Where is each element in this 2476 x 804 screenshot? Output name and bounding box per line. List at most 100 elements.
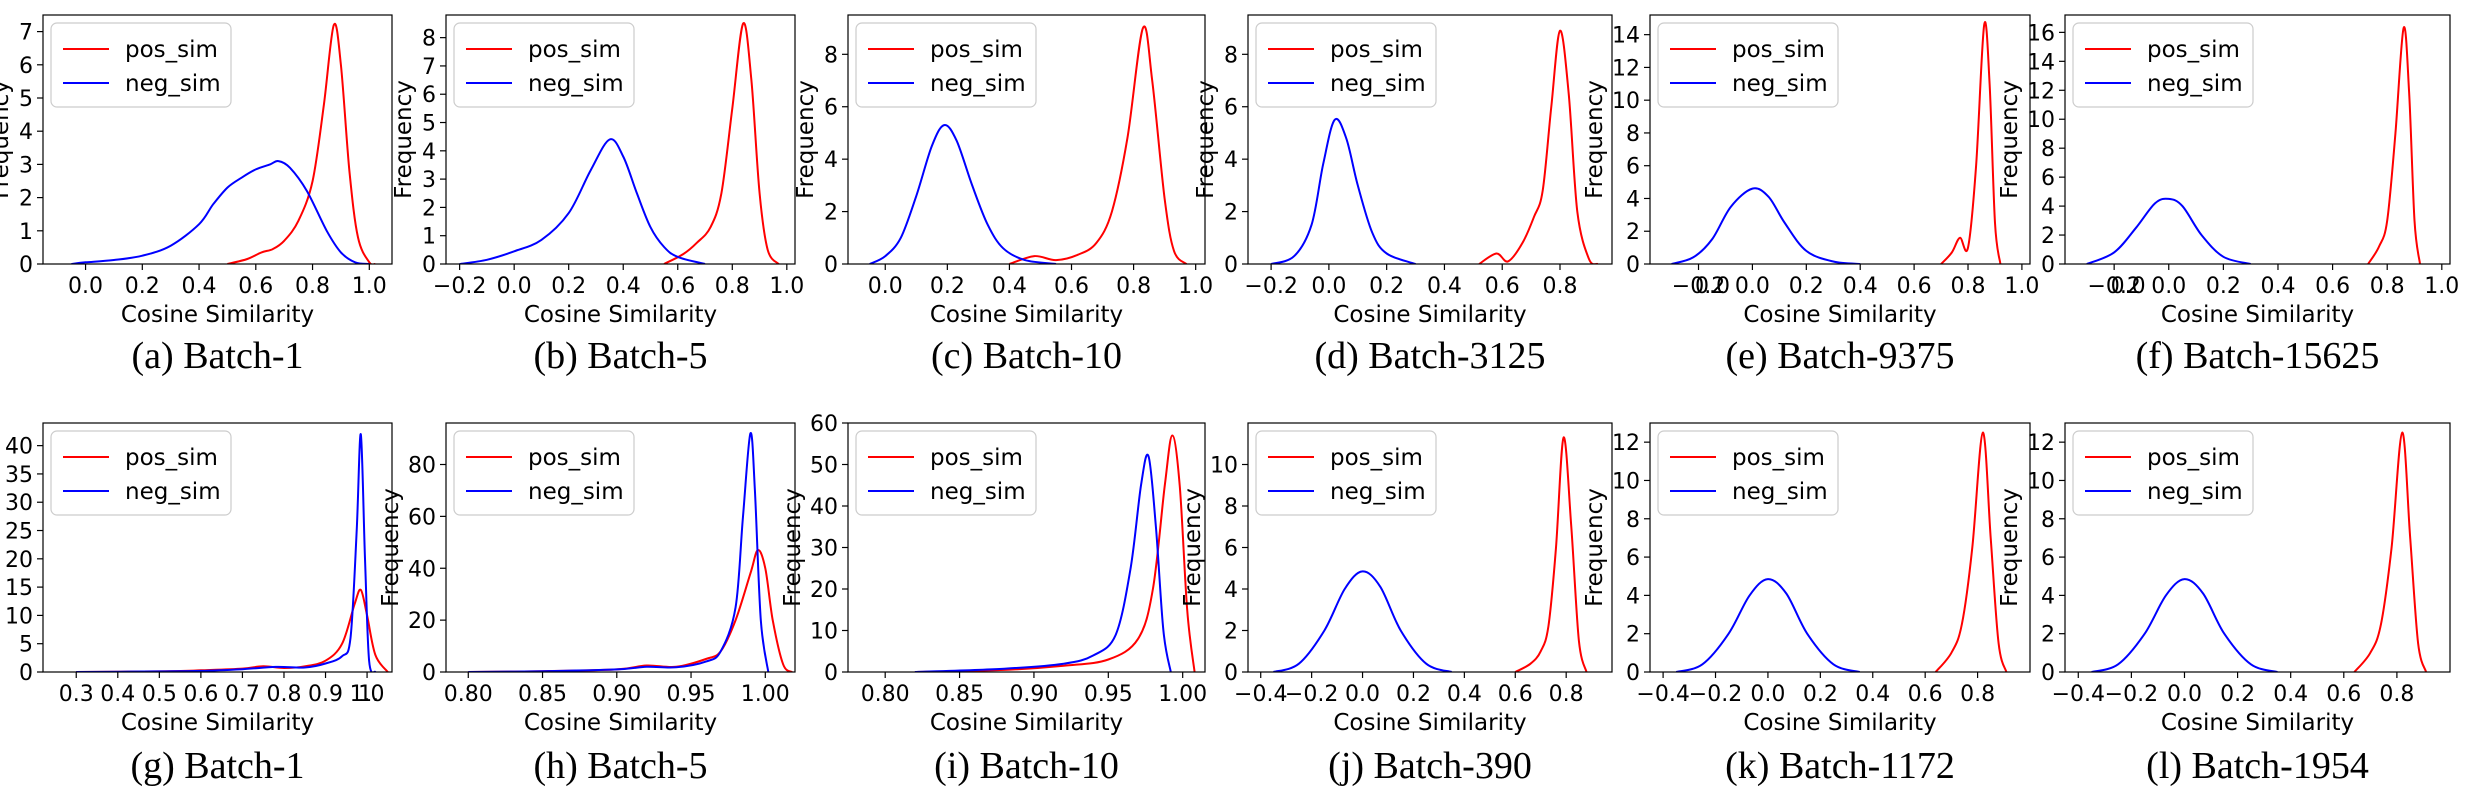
y-tick-label: 6 bbox=[1626, 155, 1640, 180]
legend: pos_sim neg_sim bbox=[50, 22, 232, 108]
y-tick-label: 8 bbox=[2041, 137, 2055, 162]
chart-panel: −0.2 0.0 0.2 0.4 0.6 0.8 1.00.00246810121416Co… bbox=[1997, 14, 2459, 377]
series-line-pos_sim bbox=[1514, 436, 1588, 672]
y-axis-label: Frequency bbox=[391, 80, 417, 199]
legend-label-neg_sim: neg_sim bbox=[930, 71, 1026, 97]
x-tick-label: 0.85 bbox=[518, 682, 567, 707]
panel-caption: (g) Batch-1 bbox=[130, 745, 304, 787]
x-tick-label: 0.7 bbox=[225, 682, 260, 707]
legend: pos_sim neg_sim bbox=[1657, 22, 1839, 108]
y-tick-label: 0 bbox=[1626, 661, 1640, 686]
x-tick-label: 0.0 bbox=[868, 274, 903, 299]
axes-frame bbox=[42, 14, 393, 265]
legend: pos_sim neg_sim bbox=[453, 22, 635, 108]
y-tick-label: 2 bbox=[2041, 224, 2055, 249]
x-tick-label: 0.8 bbox=[2379, 682, 2414, 707]
series-line-pos_sim bbox=[914, 434, 1196, 672]
x-tick-label: 0.4 bbox=[1427, 274, 1462, 299]
x-tick-label: 0.8 bbox=[1960, 682, 1995, 707]
legend-label-neg_sim: neg_sim bbox=[125, 71, 221, 97]
x-tick-label: 0.0 bbox=[2151, 274, 2186, 299]
x-tick-label: 0.2 bbox=[1369, 274, 1404, 299]
panel-caption: (b) Batch-5 bbox=[533, 335, 707, 377]
x-axis-label: Cosine Similarity bbox=[1743, 302, 1936, 328]
y-tick-label: 4 bbox=[1224, 148, 1238, 173]
y-tick-label: 4 bbox=[1626, 187, 1640, 212]
legend-label-pos_sim: pos_sim bbox=[930, 445, 1023, 471]
y-tick-label: 2 bbox=[1626, 623, 1640, 648]
x-tick-label: 1.0 bbox=[769, 274, 804, 299]
x-axis-label: Cosine Similarity bbox=[121, 302, 314, 328]
y-tick-label: 10 bbox=[1612, 89, 1640, 114]
x-tick-label: 0.8 bbox=[1951, 274, 1986, 299]
y-axis-label: Frequency bbox=[1582, 80, 1608, 199]
x-tick-label: 0.4 bbox=[2273, 682, 2308, 707]
y-tick-label: 5 bbox=[19, 633, 33, 658]
y-axis-label: Frequency bbox=[793, 80, 819, 199]
y-axis-label: Frequency bbox=[0, 488, 1, 607]
x-tick-label: 0.90 bbox=[592, 682, 641, 707]
x-tick-label: −0.4 bbox=[2052, 682, 2105, 707]
x-tick-label: −0.2 bbox=[1689, 682, 1742, 707]
series-line-neg_sim bbox=[869, 124, 1057, 264]
legend-label-neg_sim: neg_sim bbox=[1732, 479, 1828, 505]
y-tick-label: 4 bbox=[2041, 195, 2055, 220]
axes-frame bbox=[1649, 422, 2031, 673]
x-tick-label: −0.2 bbox=[433, 274, 486, 299]
y-tick-label: 0 bbox=[422, 253, 436, 278]
x-tick-label: 0.80 bbox=[861, 682, 910, 707]
axes-frame bbox=[1649, 14, 2031, 265]
series-line-pos_sim bbox=[1009, 25, 1188, 264]
series-line-neg_sim bbox=[2091, 578, 2278, 672]
x-tick-label-overlap: 0.0 bbox=[2111, 274, 2146, 299]
series-line-neg_sim bbox=[459, 138, 706, 264]
x-tick-label: 0.0 bbox=[2167, 682, 2202, 707]
axes-frame bbox=[445, 422, 796, 673]
y-tick-label: 25 bbox=[5, 520, 33, 545]
y-tick-label: 0 bbox=[422, 661, 436, 686]
x-axis-label: Cosine Similarity bbox=[2161, 710, 2354, 736]
x-tick-label: 0.4 bbox=[100, 682, 135, 707]
x-tick-label: −0.2 bbox=[1244, 274, 1297, 299]
y-tick-label: 12 bbox=[2027, 431, 2055, 456]
x-tick-label: 0.95 bbox=[1084, 682, 1133, 707]
y-tick-label: 30 bbox=[5, 491, 33, 516]
legend-label-pos_sim: pos_sim bbox=[125, 37, 218, 63]
series-line-neg_sim bbox=[1273, 570, 1452, 672]
x-tick-label: 0.6 bbox=[660, 274, 695, 299]
series-line-neg_sim bbox=[914, 453, 1172, 672]
panel-caption: (c) Batch-10 bbox=[931, 335, 1122, 377]
x-tick-label: 0.6 bbox=[183, 682, 218, 707]
y-tick-label: 0 bbox=[824, 253, 838, 278]
legend: pos_sim neg_sim bbox=[2072, 430, 2254, 516]
chart-panel: 0.3 0.4 0.5 0.6 0.7 0.8 0.9 1.01.05101520253035… bbox=[0, 422, 393, 787]
legend-label-pos_sim: pos_sim bbox=[1330, 37, 1423, 63]
y-tick-label: 0 bbox=[1224, 661, 1238, 686]
y-tick-label: 2 bbox=[1626, 220, 1640, 245]
series-line-neg_sim bbox=[1671, 187, 1861, 264]
y-tick-label: 6 bbox=[2041, 166, 2055, 191]
legend: pos_sim neg_sim bbox=[2072, 22, 2254, 108]
chart-panel: −0.4−0.2 0.0 0.2 0.4 0.6 0.8 0 2 4 6 8 10 Cosine Sim… bbox=[1180, 422, 1613, 787]
x-tick-label: −0.2 bbox=[1285, 682, 1338, 707]
x-axis-label: Cosine Similarity bbox=[930, 710, 1123, 736]
chart-panel: 0.0 0.2 0.4 0.6 0.8 1.0 0 2 4 6 8 Cosine Similarity… bbox=[793, 14, 1213, 377]
chart-panel: −0.2 0.0 0.2 0.4 0.6 0.8 1.00.002468101214Cosi… bbox=[1582, 14, 2039, 377]
y-tick-label: 0 bbox=[1626, 253, 1640, 278]
x-tick-label: 1.0 bbox=[2424, 274, 2459, 299]
y-tick-label: 8 bbox=[2041, 508, 2055, 533]
y-tick-label: 2 bbox=[1224, 620, 1238, 645]
y-tick-label: 16 bbox=[2027, 21, 2055, 46]
x-axis-label: Cosine Similarity bbox=[524, 302, 717, 328]
panel-caption: (a) Batch-1 bbox=[132, 335, 304, 377]
x-tick-label: 0.8 bbox=[266, 682, 301, 707]
x-tick-label: 0.6 bbox=[2315, 274, 2350, 299]
x-tick-label: 0.6 bbox=[1897, 274, 1932, 299]
y-tick-label: 2 bbox=[2041, 623, 2055, 648]
panel-caption: (h) Batch-5 bbox=[533, 745, 707, 787]
y-tick-label: 50 bbox=[810, 454, 838, 479]
y-tick-label: 80 bbox=[408, 454, 436, 479]
legend-label-pos_sim: pos_sim bbox=[2147, 37, 2240, 63]
x-tick-label: 0.8 bbox=[715, 274, 750, 299]
chart-panel: −0.2 0.0 0.2 0.4 0.6 0.8 0 2 4 6 8 Cosine Similarit… bbox=[1193, 14, 1613, 377]
